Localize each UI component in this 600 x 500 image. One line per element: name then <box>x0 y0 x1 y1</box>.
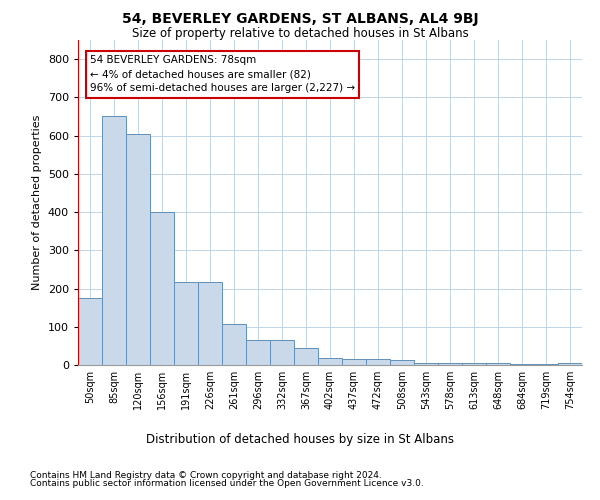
Text: Contains public sector information licensed under the Open Government Licence v3: Contains public sector information licen… <box>30 478 424 488</box>
Bar <box>510 364 534 365</box>
Bar <box>342 360 366 365</box>
Bar <box>534 364 558 365</box>
Text: 54, BEVERLEY GARDENS, ST ALBANS, AL4 9BJ: 54, BEVERLEY GARDENS, ST ALBANS, AL4 9BJ <box>122 12 478 26</box>
Bar <box>414 363 438 365</box>
Bar <box>318 358 342 365</box>
Bar <box>390 360 414 365</box>
Bar <box>294 348 318 365</box>
Bar <box>78 298 102 365</box>
Bar <box>462 363 486 365</box>
Bar <box>558 363 582 365</box>
Bar <box>150 212 174 365</box>
Text: Distribution of detached houses by size in St Albans: Distribution of detached houses by size … <box>146 432 454 446</box>
Bar <box>126 134 150 365</box>
Text: 54 BEVERLEY GARDENS: 78sqm
← 4% of detached houses are smaller (82)
96% of semi-: 54 BEVERLEY GARDENS: 78sqm ← 4% of detac… <box>90 56 355 94</box>
Bar <box>198 282 222 365</box>
Bar <box>270 340 294 365</box>
Bar <box>486 363 510 365</box>
Bar <box>102 116 126 365</box>
Text: Size of property relative to detached houses in St Albans: Size of property relative to detached ho… <box>131 28 469 40</box>
Bar <box>222 324 246 365</box>
Bar <box>438 363 462 365</box>
Bar <box>366 360 390 365</box>
Bar <box>246 340 270 365</box>
Text: Contains HM Land Registry data © Crown copyright and database right 2024.: Contains HM Land Registry data © Crown c… <box>30 471 382 480</box>
Bar <box>174 282 198 365</box>
Y-axis label: Number of detached properties: Number of detached properties <box>32 115 42 290</box>
